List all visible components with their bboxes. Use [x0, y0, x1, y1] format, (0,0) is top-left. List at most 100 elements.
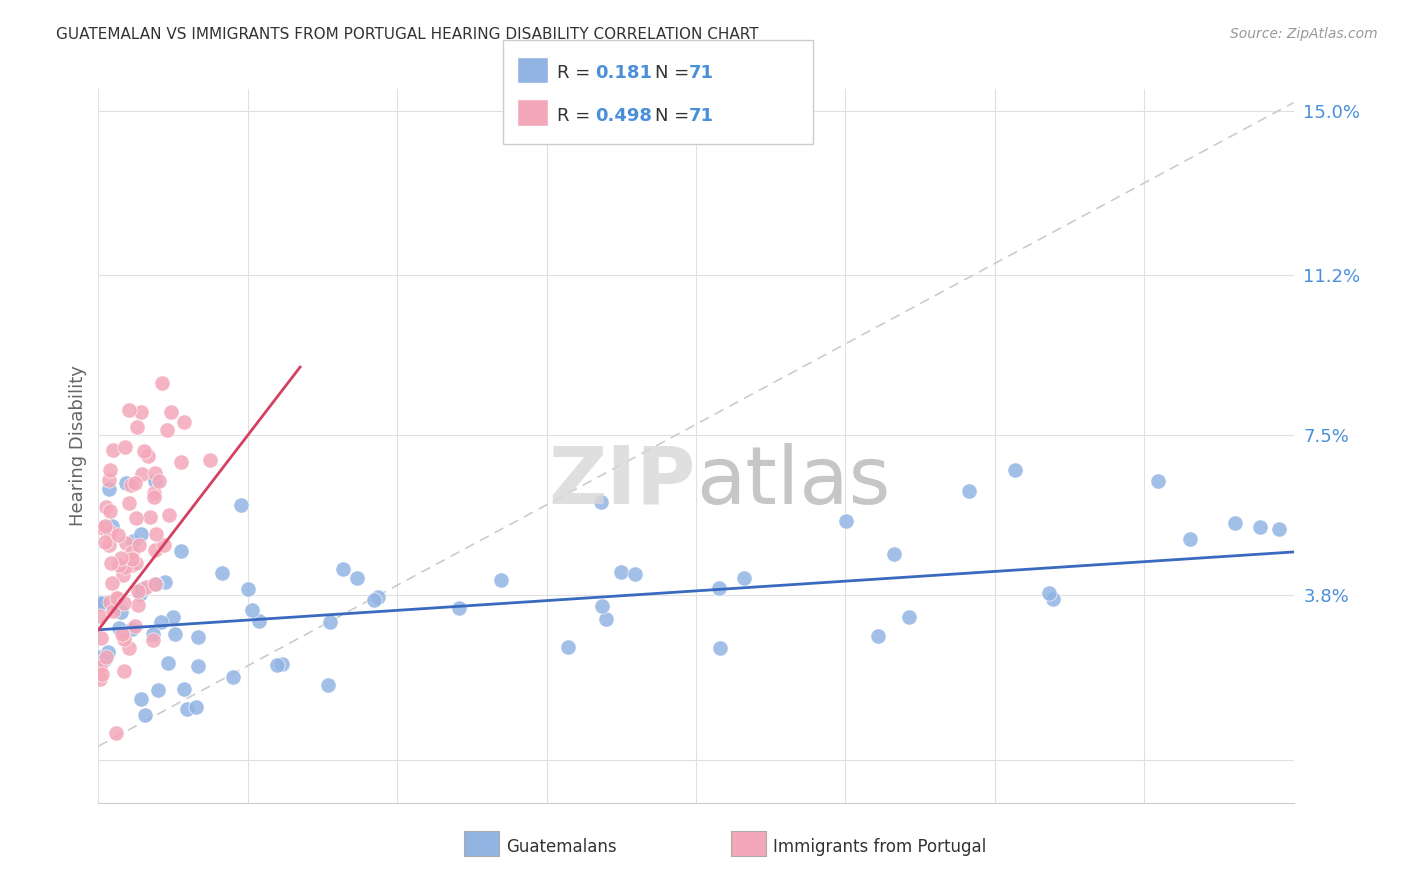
Point [1004, 463, 1026, 477]
Point [1267, 522, 1289, 536]
Point [591, 494, 613, 508]
Point [98, 483, 121, 497]
Point [145, 527, 167, 541]
Point [449, 601, 471, 615]
Point [94, 649, 117, 664]
Point [1178, 532, 1201, 546]
Point [108, 558, 131, 573]
Point [98, 595, 121, 609]
Point [163, 627, 186, 641]
Point [121, 551, 143, 566]
Point [94, 534, 117, 549]
Point [143, 466, 166, 480]
Point [143, 577, 166, 591]
Point [120, 478, 142, 492]
Point [136, 449, 159, 463]
Point [114, 440, 136, 454]
Point [128, 587, 150, 601]
Point [90, 666, 112, 681]
Point [98, 504, 121, 518]
Point [868, 629, 890, 643]
Point [176, 702, 198, 716]
Point [332, 562, 354, 576]
Point [143, 475, 166, 489]
Point [121, 622, 143, 636]
Point [110, 551, 132, 566]
Y-axis label: Hearing Disability: Hearing Disability [69, 366, 87, 526]
Point [110, 605, 132, 619]
Point [142, 627, 165, 641]
Point [142, 491, 165, 505]
Point [222, 670, 245, 684]
Point [162, 609, 184, 624]
Text: ZIP: ZIP [548, 442, 696, 521]
Point [156, 656, 179, 670]
Point [125, 511, 148, 525]
Text: Guatemalans: Guatemalans [506, 838, 617, 856]
Point [157, 508, 180, 522]
Point [1147, 475, 1170, 489]
Point [266, 658, 288, 673]
Point [112, 596, 135, 610]
Point [121, 558, 143, 573]
Point [111, 568, 134, 582]
Point [105, 591, 128, 605]
Point [134, 707, 156, 722]
Point [127, 419, 149, 434]
Text: 0.498: 0.498 [595, 107, 652, 125]
Point [100, 519, 122, 533]
Point [110, 626, 132, 640]
Point [143, 486, 166, 500]
Point [89, 608, 111, 623]
Point [957, 484, 980, 499]
Point [114, 560, 136, 574]
Point [231, 499, 253, 513]
Point [367, 590, 389, 604]
Point [108, 621, 131, 635]
Point [155, 575, 177, 590]
Point [595, 612, 617, 626]
Point [97, 473, 120, 487]
Point [187, 659, 209, 673]
Point [121, 544, 143, 558]
Point [97, 645, 120, 659]
Point [105, 726, 128, 740]
Point [89, 658, 111, 673]
Text: GUATEMALAN VS IMMIGRANTS FROM PORTUGAL HEARING DISABILITY CORRELATION CHART: GUATEMALAN VS IMMIGRANTS FROM PORTUGAL H… [56, 27, 759, 42]
Point [118, 496, 141, 510]
Point [152, 538, 174, 552]
Point [145, 577, 167, 591]
Point [93, 653, 115, 667]
Point [96, 500, 118, 515]
Point [150, 376, 173, 390]
Point [835, 514, 858, 528]
Point [91, 521, 114, 535]
Point [118, 640, 141, 655]
Point [145, 543, 167, 558]
Text: R =: R = [557, 64, 596, 82]
Point [103, 604, 125, 618]
Text: N =: N = [655, 64, 695, 82]
Point [89, 596, 111, 610]
Point [733, 571, 755, 585]
Point [124, 556, 146, 570]
Point [591, 599, 613, 613]
Point [115, 476, 138, 491]
Point [170, 455, 193, 469]
Point [270, 657, 292, 672]
Point [898, 609, 921, 624]
Point [89, 672, 111, 686]
Point [883, 547, 905, 561]
Text: R =: R = [557, 107, 596, 125]
Point [135, 580, 157, 594]
Point [316, 678, 339, 692]
Point [173, 681, 195, 696]
Point [134, 444, 156, 458]
Point [105, 591, 128, 605]
Point [122, 534, 145, 549]
Point [90, 631, 112, 645]
Point [247, 614, 270, 628]
Point [131, 582, 153, 597]
Point [114, 536, 136, 550]
Point [557, 640, 579, 655]
